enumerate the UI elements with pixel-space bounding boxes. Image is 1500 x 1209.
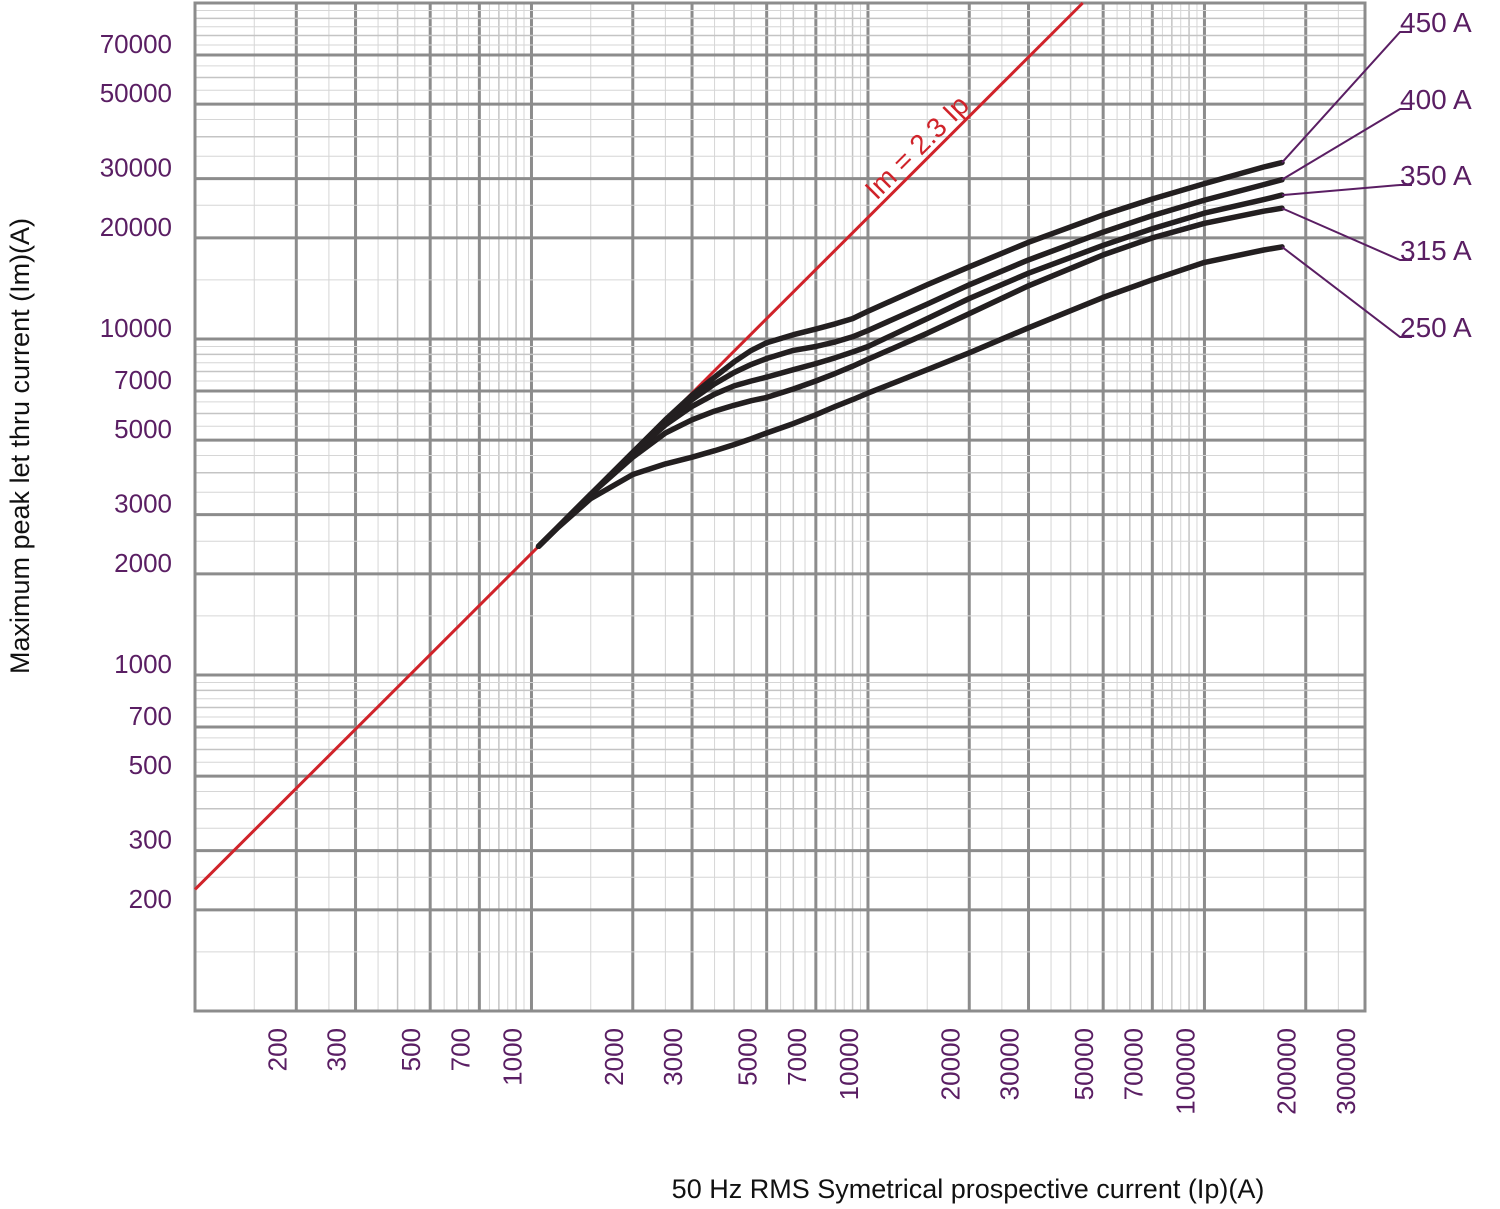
- series-leader: [1281, 184, 1412, 197]
- series-line-250a: [535, 244, 1285, 550]
- x-tick-label: 500: [396, 1028, 426, 1071]
- y-tick-label: 7000: [114, 365, 172, 395]
- y-tick-label: 5000: [114, 414, 172, 444]
- x-tick-label: 200000: [1272, 1028, 1302, 1115]
- x-axis-title: 50 Hz RMS Symetrical prospective current…: [672, 1174, 1265, 1204]
- series-label: 450 A: [1400, 7, 1472, 38]
- x-tick-label: 30000: [995, 1028, 1025, 1100]
- grid: [193, 1, 1367, 1013]
- x-tick-label: 1000: [497, 1028, 527, 1086]
- x-tick-label: 70000: [1118, 1028, 1148, 1100]
- y-tick-label: 300: [129, 825, 172, 855]
- x-tick-labels: 200 300 500 700 1000 2000 3000 5000 7000 10000 200…: [262, 1028, 1361, 1115]
- x-tick-label: 50000: [1069, 1028, 1099, 1100]
- series-leader: [1281, 246, 1412, 338]
- series-label: 400 A: [1400, 84, 1472, 115]
- plot-frame: [193, 1, 1367, 1013]
- y-axis-title: Maximum peak let thru current (Im)(A): [5, 218, 35, 674]
- x-tick-label: 300000: [1331, 1028, 1361, 1115]
- series-line-350a: [535, 192, 1285, 550]
- x-tick-label: 100000: [1170, 1028, 1200, 1115]
- y-tick-label: 30000: [100, 153, 172, 183]
- y-tick-label: 500: [129, 750, 172, 780]
- x-tick-label: 20000: [935, 1028, 965, 1100]
- y-tick-label: 1000: [114, 649, 172, 679]
- reference-line-label: Im = 2.3 Ip: [859, 89, 975, 205]
- x-tick-label: 300: [322, 1028, 352, 1071]
- y-tick-labels: 200 300 500 700 1000 2000 3000 5000 7000 10000 200…: [100, 29, 172, 914]
- y-tick-label: 20000: [100, 212, 172, 242]
- x-tick-label: 700: [445, 1028, 475, 1071]
- y-tick-label: 2000: [114, 548, 172, 578]
- series-leaders: 450 A 400 A 350 A 315 A 250 A: [1281, 7, 1472, 343]
- x-tick-label: 3000: [658, 1028, 688, 1086]
- x-tick-label: 5000: [733, 1028, 763, 1086]
- x-tick-label: 10000: [834, 1028, 864, 1100]
- y-tick-label: 200: [129, 884, 172, 914]
- x-tick-label: 200: [262, 1028, 292, 1071]
- y-tick-label: 70000: [100, 29, 172, 59]
- series-label: 250 A: [1400, 312, 1472, 343]
- x-tick-label: 2000: [599, 1028, 629, 1086]
- series-curves: [535, 159, 1285, 550]
- series-leader: [1281, 207, 1412, 261]
- y-tick-label: 700: [129, 701, 172, 731]
- series-label: 350 A: [1400, 160, 1472, 191]
- y-tick-label: 50000: [100, 78, 172, 108]
- y-tick-label: 10000: [100, 313, 172, 343]
- series-leader: [1281, 31, 1412, 164]
- series-label: 315 A: [1400, 235, 1472, 266]
- series-line-315a: [535, 205, 1285, 550]
- series-leader: [1281, 108, 1412, 181]
- x-tick-label: 7000: [782, 1028, 812, 1086]
- y-tick-label: 3000: [114, 489, 172, 519]
